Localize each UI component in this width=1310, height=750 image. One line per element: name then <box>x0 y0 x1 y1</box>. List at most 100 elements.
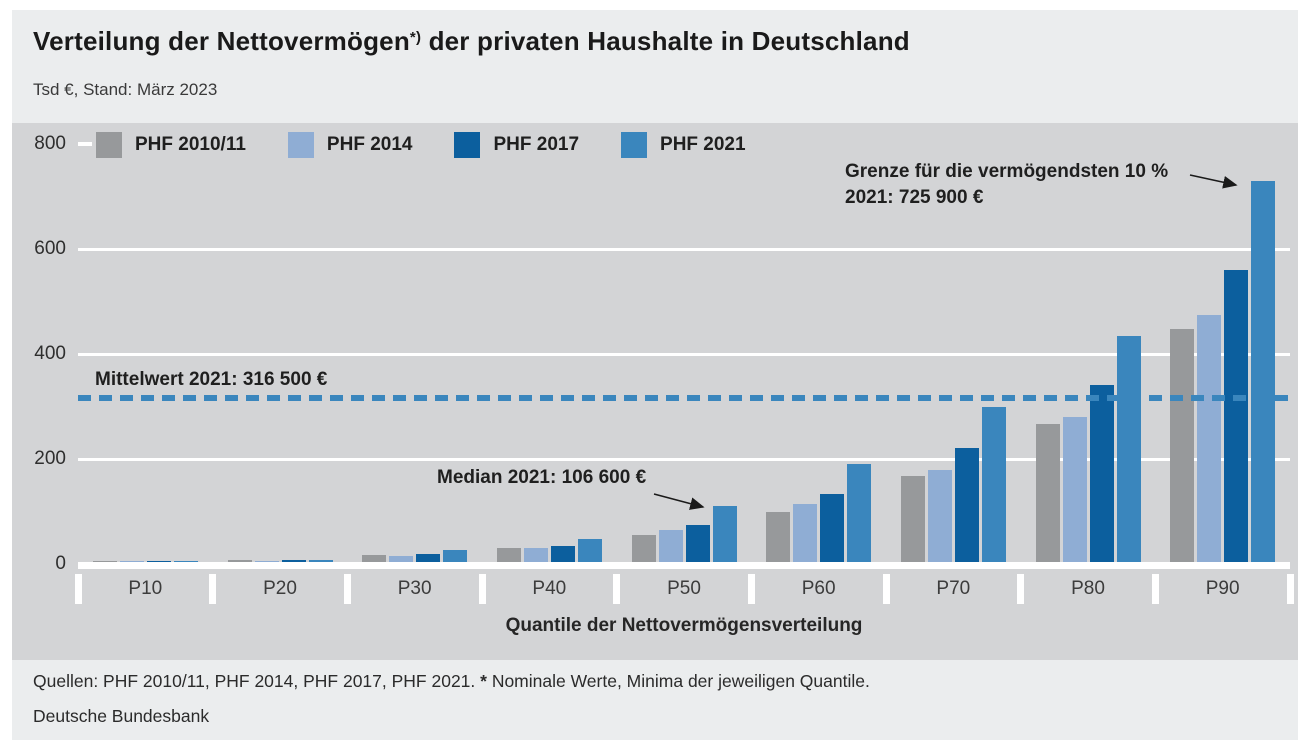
y-axis-tick-label: 0 <box>55 553 66 574</box>
y-axis-tick <box>78 142 92 146</box>
bar-p20-phf-2014 <box>254 560 279 562</box>
bar-p10-phf-2021 <box>173 560 198 562</box>
page-title: Verteilung der Nettovermögen*) der priva… <box>33 26 910 57</box>
bar-p30-phf-2021 <box>443 550 468 562</box>
x-axis-divider <box>1017 574 1025 604</box>
y-axis-tick-label: 400 <box>34 343 66 364</box>
x-axis-divider <box>747 574 755 604</box>
bar-p30-phf-2010-11 <box>362 555 387 562</box>
top10-annotation-line1: Grenze für die vermögendsten 10 % <box>845 161 1169 182</box>
gridline <box>78 247 1290 251</box>
bar-p20-phf-2010-11 <box>227 560 252 562</box>
bar-p20-phf-2017 <box>281 559 306 562</box>
x-axis-divider <box>1286 574 1294 604</box>
x-axis-divider <box>209 574 217 604</box>
legend-label: PHF 2021 <box>660 134 746 155</box>
bar-p50-phf-2021 <box>712 506 737 562</box>
bar-p60-phf-2010-11 <box>766 512 791 562</box>
category-label: P40 <box>532 578 567 599</box>
bar-p70-phf-2014 <box>927 470 952 562</box>
bar-p30-phf-2014 <box>389 555 414 562</box>
legend-swatch-icon <box>287 132 314 158</box>
category-label: P20 <box>263 578 297 599</box>
bar-p40-phf-2021 <box>577 538 602 562</box>
legend-swatch-icon <box>454 132 481 158</box>
title-text: Verteilung der Nettovermögen <box>33 26 410 56</box>
mean-reference-line <box>78 394 1290 401</box>
bar-p40-phf-2014 <box>523 548 548 562</box>
top10-arrow <box>1189 174 1238 189</box>
bar-p80-phf-2017 <box>1089 384 1114 562</box>
median-annotation: Median 2021: 106 600 € <box>437 467 647 488</box>
x-axis-divider <box>882 574 890 604</box>
x-axis-title: Quantile der Nettovermögensverteilung <box>505 615 863 636</box>
y-axis-tick-label: 600 <box>34 238 66 259</box>
bar-p10-phf-2014 <box>119 560 144 562</box>
category-label: P90 <box>1205 578 1240 599</box>
footer-footnote-star: * <box>480 671 487 691</box>
bar-p90-phf-2017 <box>1224 270 1249 562</box>
bar-p20-phf-2021 <box>308 559 333 562</box>
category-label: P50 <box>667 578 701 599</box>
x-axis-divider <box>343 574 351 604</box>
bar-p80-phf-2010-11 <box>1035 424 1060 562</box>
y-axis-tick-label: 800 <box>34 133 66 154</box>
x-axis-divider <box>613 574 621 604</box>
x-axis-divider <box>74 574 82 604</box>
legend-label: PHF 2017 <box>493 134 580 155</box>
bar-p90-phf-2021 <box>1251 180 1276 562</box>
legend: PHF 2010/11 PHF 2014 PHF 2017 PHF 2021 <box>96 132 746 158</box>
footer-sources-text: Quellen: PHF 2010/11, PHF 2014, PHF 2017… <box>33 671 481 691</box>
bar-p90-phf-2010-11 <box>1170 328 1195 562</box>
footer-institution: Deutsche Bundesbank <box>33 706 210 726</box>
gridline <box>78 457 1290 461</box>
legend-item: PHF 2014 <box>287 132 413 158</box>
chart-subtitle: Tsd €, Stand: März 2023 <box>33 80 218 99</box>
legend-item: PHF 2010/11 <box>96 132 246 158</box>
bar-p50-phf-2017 <box>685 524 710 562</box>
title-footnote-marker: *) <box>409 29 422 46</box>
category-label: P70 <box>936 578 971 599</box>
category-label: P30 <box>397 578 432 599</box>
bar-p60-phf-2021 <box>847 464 872 562</box>
bar-p80-phf-2021 <box>1116 336 1141 562</box>
footer-footnote-text: Nominale Werte, Minima der jeweiligen Qu… <box>486 671 870 691</box>
legend-swatch-icon <box>96 132 122 158</box>
footer-sources: Quellen: PHF 2010/11, PHF 2014, PHF 2017… <box>33 664 870 699</box>
legend-swatch-icon <box>621 132 648 158</box>
x-axis-baseline <box>78 562 1290 569</box>
bar-p80-phf-2014 <box>1062 417 1087 562</box>
legend-item: PHF 2021 <box>621 132 746 158</box>
top10-annotation-line2: 2021: 725 900 € <box>845 187 984 208</box>
median-arrow <box>653 493 705 510</box>
bar-p60-phf-2014 <box>793 504 818 562</box>
bar-p30-phf-2017 <box>416 553 441 562</box>
y-axis-tick-label: 200 <box>34 448 66 469</box>
x-axis-divider <box>478 574 486 604</box>
category-label: P60 <box>801 578 836 599</box>
bar-p40-phf-2010-11 <box>496 548 521 562</box>
bar-p40-phf-2017 <box>550 546 575 562</box>
title-text-2: der privaten Haushalte in Deutschland <box>421 26 910 56</box>
bar-p70-phf-2017 <box>954 447 979 562</box>
x-axis-divider <box>1151 574 1159 604</box>
bar-p10-phf-2017 <box>146 560 171 562</box>
legend-label: PHF 2014 <box>326 134 413 155</box>
bar-p50-phf-2014 <box>658 529 683 562</box>
bar-p50-phf-2010-11 <box>631 535 656 562</box>
chart-card: Verteilung der Nettovermögen*) der priva… <box>12 10 1298 740</box>
gridline <box>78 352 1290 356</box>
legend-item: PHF 2017 <box>454 132 579 158</box>
bar-p60-phf-2017 <box>820 493 845 562</box>
mean-line-label: Mittelwert 2021: 316 500 € <box>95 369 328 390</box>
category-label: P80 <box>1071 578 1105 599</box>
plot-area: PHF 2010/11 PHF 2014 PHF 2017 PHF 2021 Mitt… <box>12 123 1298 660</box>
footer: Quellen: PHF 2010/11, PHF 2014, PHF 2017… <box>33 664 870 734</box>
bar-p70-phf-2021 <box>981 406 1006 562</box>
bar-p70-phf-2010-11 <box>900 475 925 562</box>
legend-label: PHF 2010/11 <box>135 134 246 155</box>
top10-annotation: Grenze für die vermögendsten 10 % 2021: … <box>845 159 1168 211</box>
bar-p90-phf-2014 <box>1197 315 1222 562</box>
bar-p10-phf-2010-11 <box>92 560 117 562</box>
category-label: P10 <box>128 578 163 599</box>
